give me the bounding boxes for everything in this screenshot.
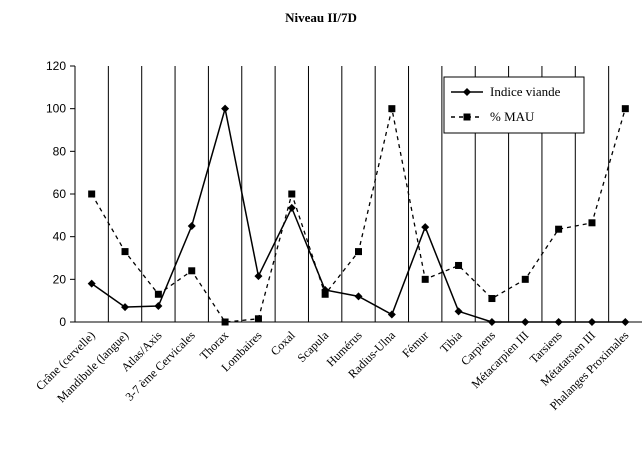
x-axis-labels: Crâne (cervelle)Mandibule (langue)Atlas/… [33, 328, 632, 413]
data-point [121, 248, 129, 256]
data-point [154, 302, 163, 310]
data-point [221, 318, 229, 326]
y-tick-label: 80 [53, 144, 67, 158]
data-point [555, 225, 563, 233]
legend-box [443, 76, 585, 134]
y-tick-label: 20 [53, 272, 67, 286]
data-point [88, 190, 96, 198]
data-point [221, 104, 230, 113]
y-tick-label: 100 [46, 102, 66, 116]
series-1 [88, 105, 629, 326]
legend-label: Indice viande [490, 84, 561, 99]
data-point [121, 303, 130, 312]
data-point [588, 219, 596, 227]
legend-marker [463, 113, 471, 121]
y-tick-label: 120 [46, 59, 66, 73]
data-point [388, 105, 396, 113]
data-point [288, 190, 296, 198]
legend-label: % MAU [490, 109, 535, 124]
data-point [355, 248, 362, 256]
series-0 [87, 104, 630, 326]
y-axis-ticks: 0 20 40 60 80 100 120 [46, 59, 75, 329]
y-tick-label: 40 [53, 230, 67, 244]
data-point [621, 318, 630, 326]
data-point [455, 261, 463, 269]
data-point [387, 310, 396, 319]
data-point [587, 318, 596, 326]
series-layer [87, 104, 630, 326]
chart-title: Niveau II/7D [285, 10, 357, 25]
data-point [321, 290, 329, 298]
y-tick-label: 60 [53, 187, 67, 201]
data-point [454, 307, 463, 316]
series-line [91, 108, 626, 323]
data-point [521, 318, 530, 326]
series-line [91, 108, 626, 323]
data-point [187, 222, 196, 230]
data-point [621, 105, 629, 113]
x-tick-label: Tibia [437, 328, 465, 356]
data-point [554, 318, 563, 326]
data-point [287, 203, 296, 212]
data-point [254, 272, 263, 281]
x-tick-label: Fémur [399, 328, 431, 360]
data-point [188, 267, 196, 275]
y-tick-label: 0 [59, 315, 66, 329]
legend-marker [463, 88, 471, 96]
data-point [354, 292, 363, 301]
data-point [487, 318, 496, 326]
data-point [421, 275, 429, 283]
legend: Indice viande % MAU [443, 76, 585, 134]
data-point [87, 279, 96, 288]
data-point [154, 290, 162, 298]
data-point [421, 223, 430, 232]
data-point [488, 295, 496, 303]
x-tick-label: Coxal [268, 328, 299, 359]
data-point [521, 275, 529, 283]
data-point [254, 315, 262, 323]
